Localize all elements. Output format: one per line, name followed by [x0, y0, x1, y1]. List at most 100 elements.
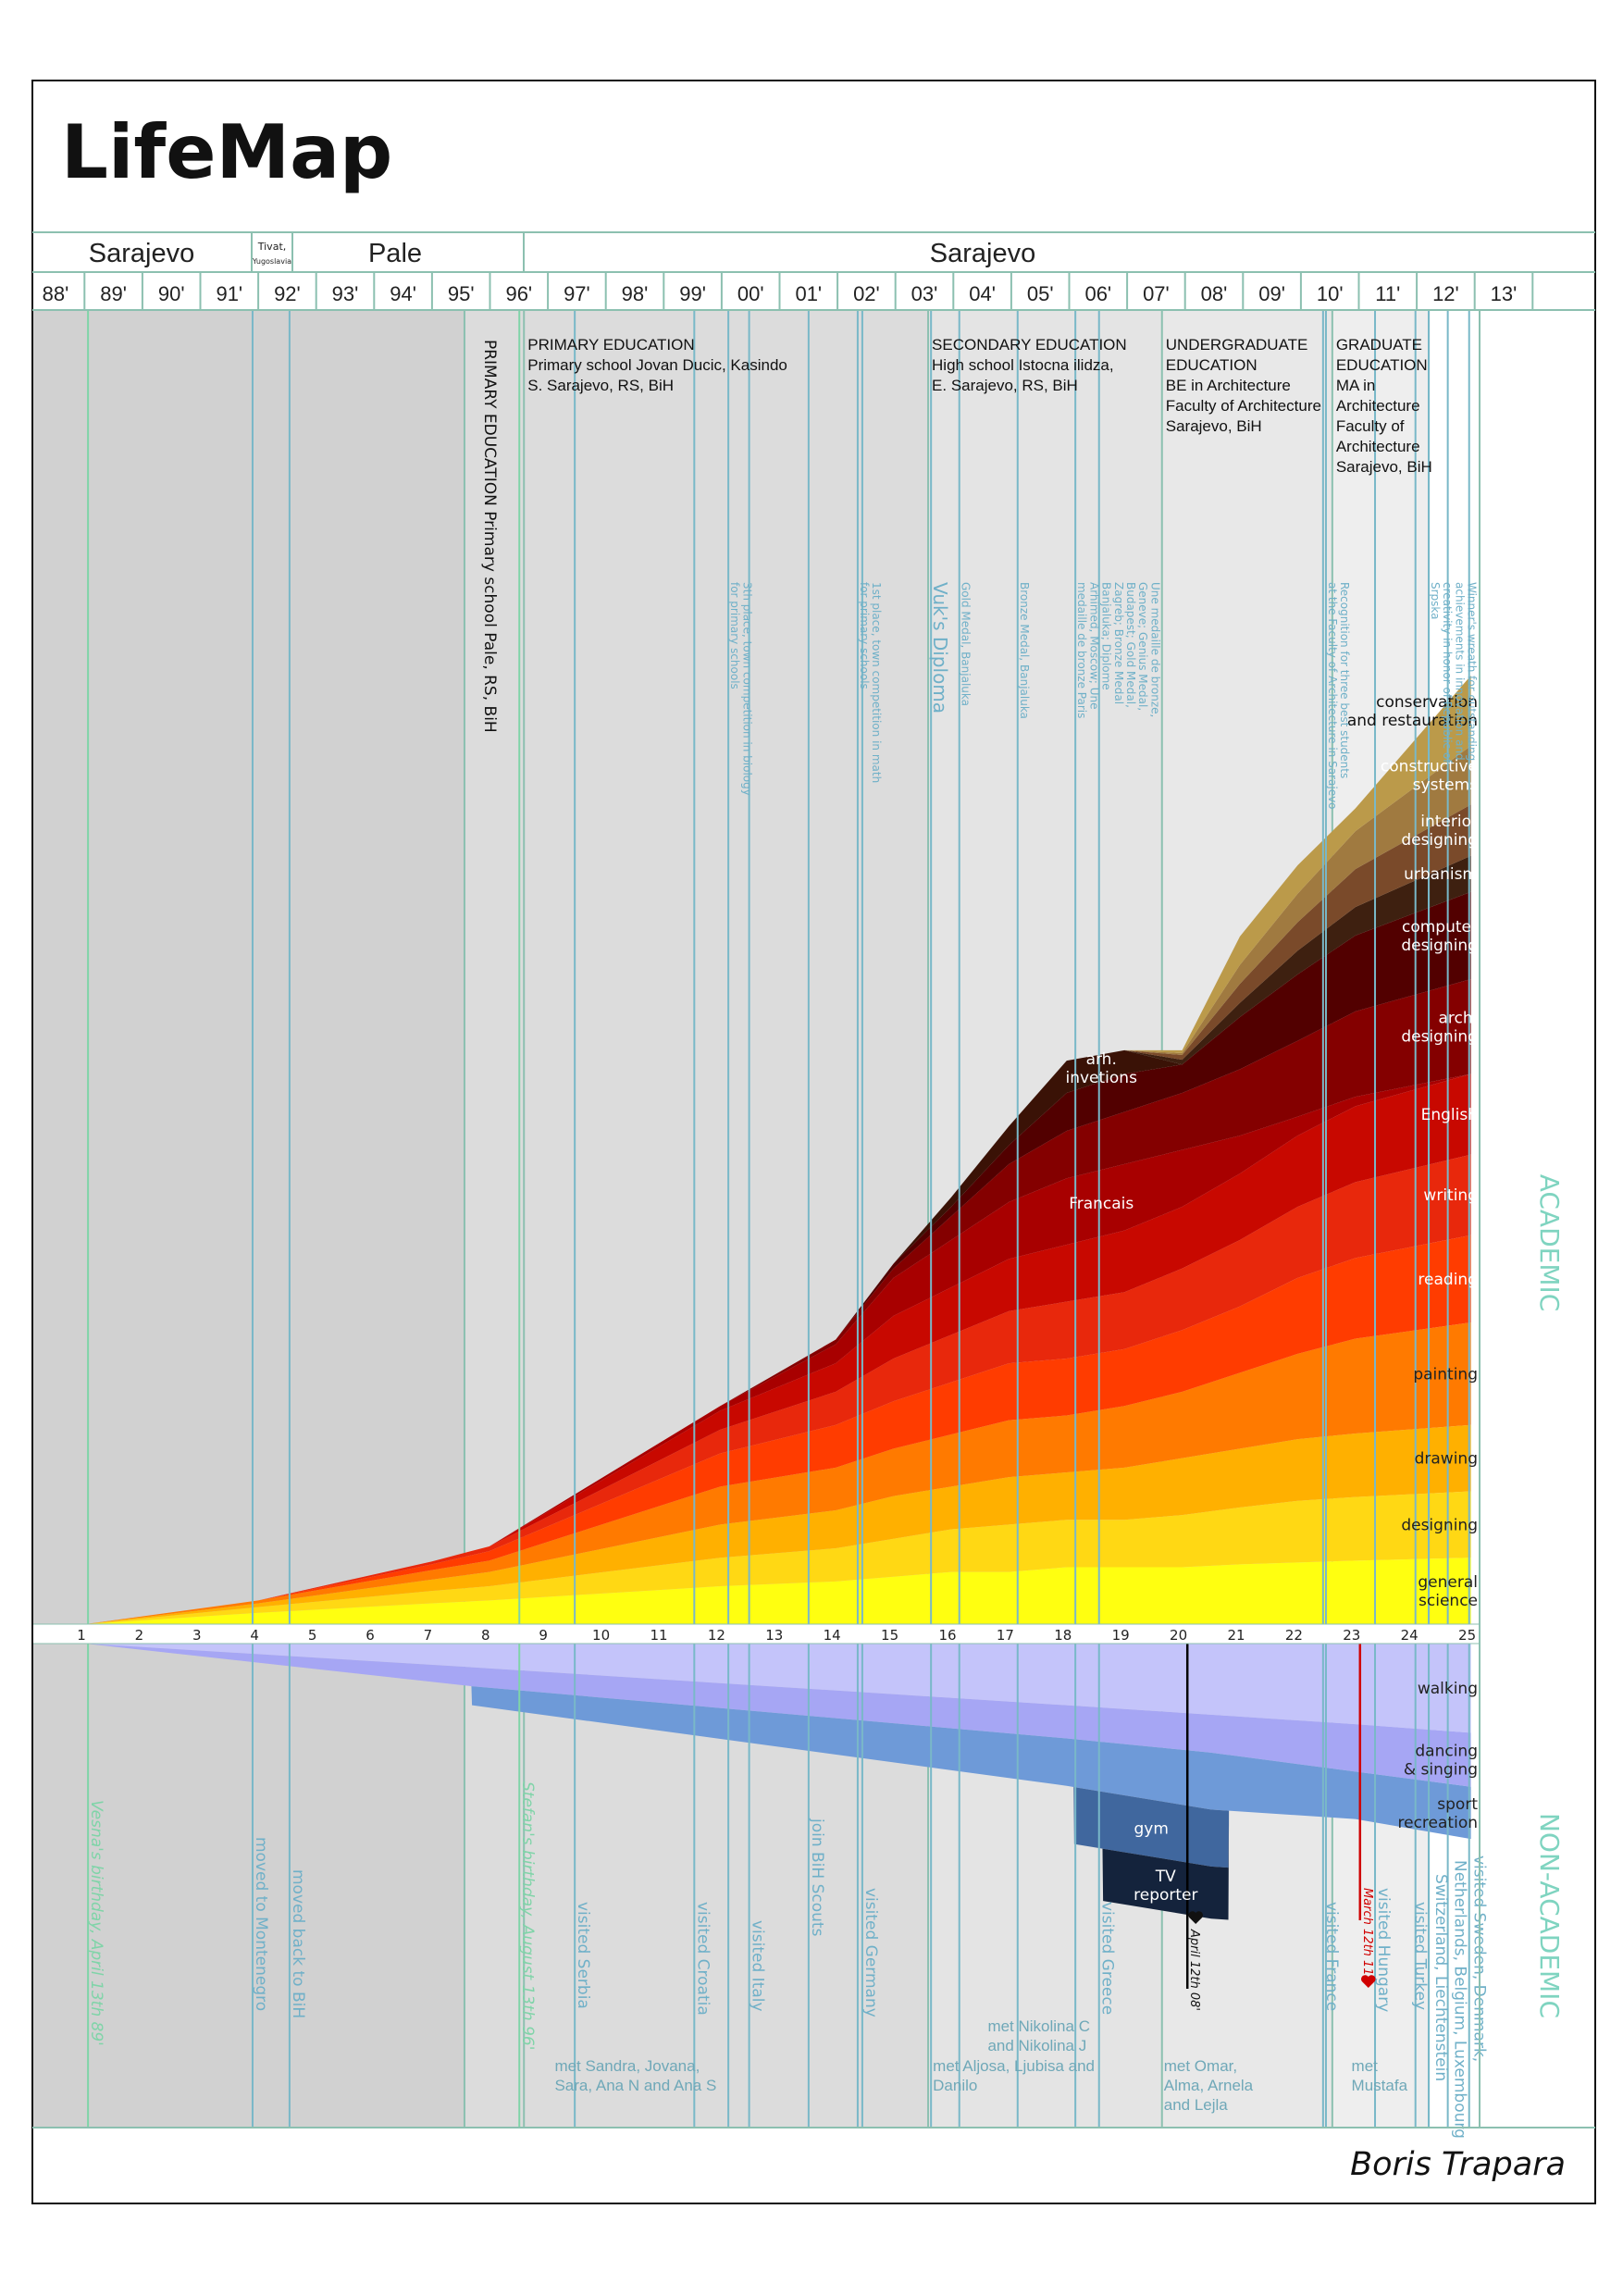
life-event-text: Stefan's birthday, August 13th 96' — [518, 1781, 537, 2050]
year-label: 01' — [795, 282, 822, 305]
location-row — [32, 231, 1595, 2128]
event-lines — [87, 310, 1470, 2128]
location-tivat: Tivat, — [257, 241, 287, 253]
page-title: LifeMap — [61, 109, 392, 195]
area-reading — [85, 1235, 1471, 1624]
education-label: Architecture — [1336, 397, 1420, 415]
area-writing — [85, 1154, 1471, 1624]
award-text: 1st place, town competition in math — [870, 582, 883, 783]
location-pale: Pale — [368, 239, 422, 268]
education-label: Faculty of Architecture — [1166, 397, 1321, 415]
age-tick-label: 15 — [881, 1627, 898, 1644]
age-tick-label: 4 — [250, 1627, 259, 1644]
heart-icon — [1360, 1975, 1376, 1988]
series-label: dancing — [1415, 1743, 1478, 1761]
education-label: SECONDARY EDUCATION — [932, 336, 1127, 354]
award-text: Zagreb; Bronze Medal — [1112, 582, 1125, 704]
year-label: 91' — [216, 282, 242, 305]
series-label: walking — [1418, 1680, 1478, 1698]
area-urbanism — [85, 855, 1471, 1624]
chart-labels: PRIMARY EDUCATION Primary school Pale, R… — [87, 336, 1489, 2139]
early-childhood-region — [32, 310, 465, 2128]
year-label: 07' — [1143, 282, 1170, 305]
year-label: 89' — [100, 282, 127, 305]
life-event-text: visited Germany — [861, 1888, 880, 2017]
age-tick-label: 10 — [592, 1627, 610, 1644]
series-label: urbanism — [1404, 865, 1478, 884]
year-label: 04' — [969, 282, 996, 305]
series-label: gym — [1134, 1820, 1169, 1839]
life-event-text: Netherlands, Belgium, Luxembourg — [1451, 1860, 1469, 2139]
series-label: reading — [1418, 1271, 1478, 1289]
year-label: 13' — [1491, 282, 1518, 305]
series-label: systems — [1413, 776, 1478, 795]
life-event-text: visited Italy — [749, 1920, 767, 2012]
award-text: Arhimed, Moscow; Une — [1087, 582, 1100, 710]
location-sarajevo-2: Sarajevo — [930, 239, 1035, 268]
age-tick-label: 7 — [424, 1627, 433, 1644]
life-event-text: visited Serbia — [574, 1902, 592, 2009]
life-event-text: visited Greece — [1098, 1902, 1117, 2015]
age-tick-label: 21 — [1227, 1627, 1245, 1644]
year-label: 06' — [1084, 282, 1111, 305]
year-label: 93' — [332, 282, 359, 305]
year-label: 00' — [737, 282, 764, 305]
year-label: 08' — [1201, 282, 1228, 305]
area-sport-recreation — [471, 1686, 1471, 1840]
series-label: painting — [1413, 1365, 1478, 1384]
education-label: PRIMARY EDUCATION Primary school Pale, R… — [480, 340, 499, 733]
education-label: Faculty of — [1336, 417, 1405, 435]
non-academic-label: NON-ACADEMIC — [1534, 1813, 1565, 2018]
year-row: 88' 89' 90' 91' 92' 93' 94' 95' 96' 97' 98' 99' 00' 0… — [43, 272, 1534, 310]
series-label: recreation — [1398, 1814, 1478, 1832]
age-tick-label: 3 — [192, 1627, 202, 1644]
series-label: drawing — [1415, 1450, 1478, 1469]
award-text: for primary schools — [728, 582, 741, 689]
education-label: S. Sarajevo, RS, BiH — [527, 377, 674, 394]
age-tick-label: 11 — [650, 1627, 667, 1644]
met-text: Danilo — [933, 2077, 977, 2094]
series-label: sport — [1437, 1795, 1478, 1814]
age-tick-label: 24 — [1401, 1627, 1419, 1644]
series-label: designing — [1401, 937, 1478, 955]
education-label: High school Istocna ilidza, — [932, 356, 1114, 374]
series-label: interior — [1420, 813, 1478, 831]
award-text: Srpska — [1429, 582, 1442, 620]
age-tick-label: 9 — [539, 1627, 548, 1644]
series-label: arh. — [1086, 1050, 1117, 1069]
age-tick-label: 16 — [938, 1627, 956, 1644]
series-label: constructive — [1381, 758, 1478, 776]
age-axis-ticks: 1 2 3 4 5 6 7 8 9 10 11 12 13 14 15 16 17 18 19 20 21 22 23 24 2… — [77, 1627, 1476, 1644]
year-label: 88' — [43, 282, 69, 305]
life-event-text: join BiH Scouts — [808, 1818, 826, 1937]
year-label: 10' — [1317, 282, 1344, 305]
year-label: 98' — [622, 282, 649, 305]
award-text: Recognition for three best students — [1338, 582, 1351, 778]
year-label: 12' — [1432, 282, 1459, 305]
area-english — [85, 1074, 1471, 1624]
area-painting — [85, 1322, 1471, 1624]
education-label: Sarajevo, BiH — [1166, 417, 1262, 435]
life-event-text: April 12th 08' — [1187, 1929, 1201, 2011]
age-tick-label: 5 — [308, 1627, 317, 1644]
age-tick-label: 19 — [1112, 1627, 1130, 1644]
life-event-text: Vesna's birthday, April 13th 89' — [87, 1800, 105, 2046]
year-label: 97' — [564, 282, 590, 305]
year-label: 90' — [158, 282, 185, 305]
met-text: met Nikolina C — [987, 2017, 1090, 2035]
series-label: invetions — [1066, 1069, 1138, 1087]
location-sarajevo-1: Sarajevo — [89, 239, 194, 268]
area-general-science — [85, 1558, 1471, 1624]
award-text: medaille de bronze Paris — [1075, 582, 1088, 718]
met-text: met Omar, — [1164, 2057, 1237, 2075]
series-label: conservation — [1376, 693, 1478, 712]
year-label: 95' — [448, 282, 475, 305]
series-label: English — [1421, 1106, 1478, 1124]
area-arch-designing — [85, 979, 1471, 1624]
education-label: EDUCATION — [1336, 356, 1428, 374]
life-event-text: March 12th 11' — [1360, 1888, 1374, 1979]
age-tick-label: 12 — [708, 1627, 725, 1644]
met-text: and Nikolina J — [987, 2037, 1086, 2054]
age-tick-label: 14 — [824, 1627, 841, 1644]
